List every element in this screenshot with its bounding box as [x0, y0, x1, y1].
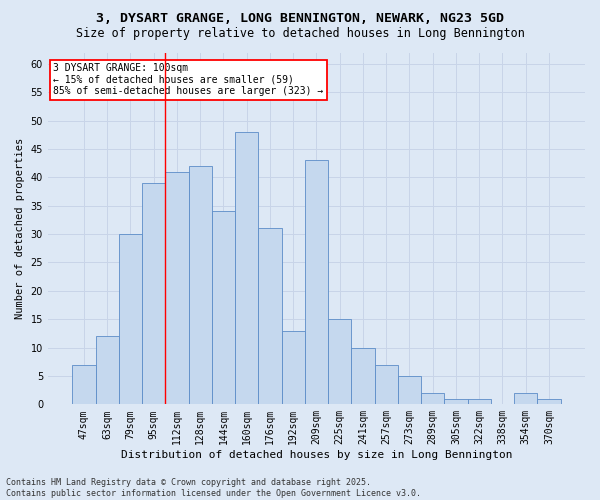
- Bar: [281, 330, 305, 404]
- Bar: [119, 234, 142, 404]
- Bar: [445, 398, 467, 404]
- Bar: [514, 393, 538, 404]
- Text: Size of property relative to detached houses in Long Bennington: Size of property relative to detached ho…: [76, 28, 524, 40]
- Bar: [421, 393, 445, 404]
- Text: 3 DYSART GRANGE: 100sqm
← 15% of detached houses are smaller (59)
85% of semi-de: 3 DYSART GRANGE: 100sqm ← 15% of detache…: [53, 63, 323, 96]
- Bar: [305, 160, 328, 404]
- Bar: [212, 212, 235, 404]
- Bar: [352, 348, 374, 405]
- Text: 3, DYSART GRANGE, LONG BENNINGTON, NEWARK, NG23 5GD: 3, DYSART GRANGE, LONG BENNINGTON, NEWAR…: [96, 12, 504, 26]
- Bar: [73, 364, 95, 405]
- Bar: [374, 364, 398, 405]
- X-axis label: Distribution of detached houses by size in Long Bennington: Distribution of detached houses by size …: [121, 450, 512, 460]
- Bar: [538, 398, 560, 404]
- Bar: [328, 319, 352, 404]
- Y-axis label: Number of detached properties: Number of detached properties: [15, 138, 25, 319]
- Bar: [259, 228, 281, 404]
- Bar: [398, 376, 421, 404]
- Bar: [142, 183, 166, 404]
- Bar: [95, 336, 119, 404]
- Bar: [467, 398, 491, 404]
- Text: Contains HM Land Registry data © Crown copyright and database right 2025.
Contai: Contains HM Land Registry data © Crown c…: [6, 478, 421, 498]
- Bar: [166, 172, 188, 404]
- Bar: [235, 132, 259, 404]
- Bar: [188, 166, 212, 404]
